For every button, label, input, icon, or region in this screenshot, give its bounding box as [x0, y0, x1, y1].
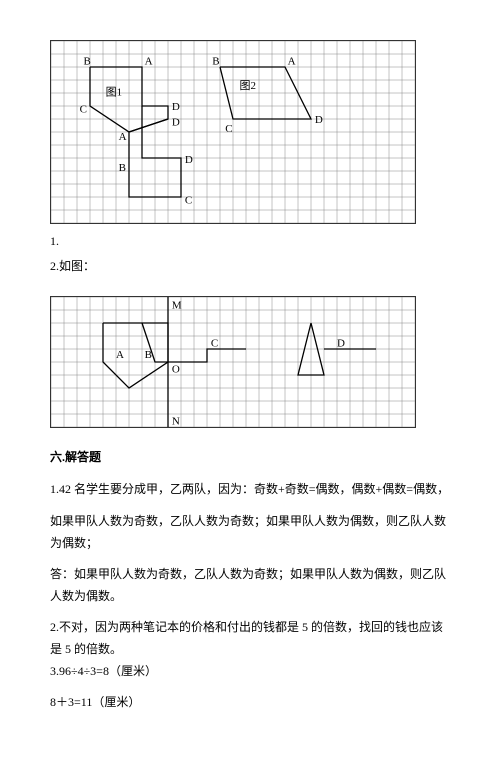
svg-text:C: C: [185, 195, 192, 207]
answer-1-line1: 1.42 名学生要分成甲，乙两队，因为：奇数+奇数=偶数，偶数+偶数=偶数，: [50, 479, 450, 501]
answer-3-line: 3.96÷4÷3=8（厘米）: [50, 661, 450, 683]
grid-figure-2: M N A B O C D: [50, 296, 416, 428]
svg-text:C: C: [80, 104, 87, 116]
svg-text:C: C: [225, 123, 232, 135]
svg-text:图1: 图1: [106, 86, 123, 99]
svg-text:A: A: [116, 349, 124, 361]
item-2-label: 2.如图：: [50, 257, 450, 276]
answer-3-line2: 8＋3=11（厘米）: [50, 692, 450, 714]
svg-text:D: D: [172, 117, 180, 129]
svg-text:A: A: [145, 55, 153, 67]
svg-text:B: B: [145, 349, 152, 361]
grid-figure-1: BA图1DDCABDCBA图2DC: [50, 40, 416, 224]
answer-1-line3: 答：如果甲队人数为奇数，乙队人数为奇数；如果甲队人数为偶数，则乙队人数为偶数。: [50, 564, 450, 607]
svg-text:图2: 图2: [240, 79, 257, 92]
svg-text:A: A: [119, 131, 127, 143]
svg-text:D: D: [337, 338, 345, 350]
svg-text:D: D: [172, 101, 180, 113]
svg-text:A: A: [288, 55, 296, 67]
item-1-label: 1.: [50, 232, 450, 251]
svg-text:D: D: [185, 154, 193, 166]
svg-text:C: C: [211, 338, 218, 350]
svg-text:O: O: [172, 364, 180, 376]
svg-text:N: N: [172, 416, 180, 428]
svg-text:B: B: [119, 162, 126, 174]
answer-1-line2: 如果甲队人数为奇数，乙队人数为奇数；如果甲队人数为偶数，则乙队人数为偶数；: [50, 511, 450, 554]
svg-text:B: B: [212, 55, 219, 67]
svg-text:B: B: [84, 55, 91, 67]
svg-text:D: D: [315, 114, 323, 126]
svg-text:M: M: [172, 300, 182, 312]
answer-2-line: 2.不对，因为两种笔记本的价格和付出的钱都是 5 的倍数，找回的钱也应该是 5 …: [50, 617, 450, 660]
section-6-title: 六.解答题: [50, 448, 450, 465]
